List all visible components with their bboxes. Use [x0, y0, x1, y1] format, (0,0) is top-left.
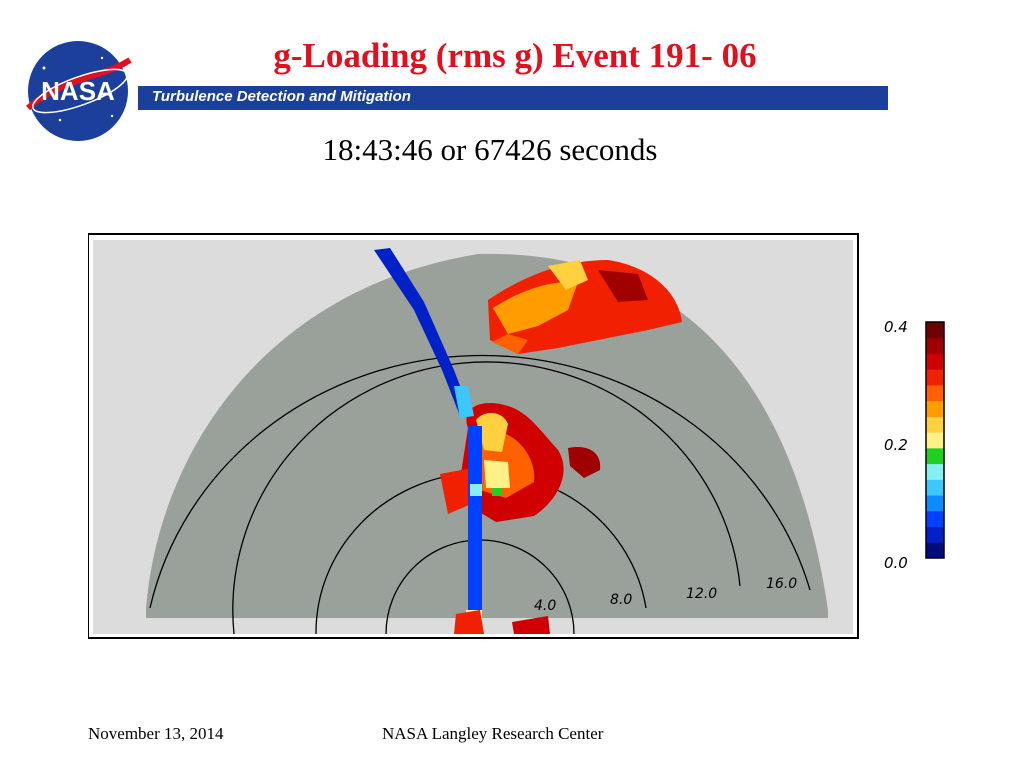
footer-date: November 13, 2014: [88, 724, 224, 743]
svg-text:NASA: NASA: [41, 76, 115, 106]
colorbar-border: [925, 321, 945, 559]
colorbar-tick-bottom: 0.0: [884, 554, 908, 568]
colorbar-legend: 0.4 0.2 0.0: [884, 318, 945, 568]
banner-label: Turbulence Detection and Mitigation: [152, 88, 411, 105]
program-banner: Turbulence Detection and Mitigation: [138, 86, 888, 110]
range-label-12: 12.0: [686, 586, 717, 602]
colorbar-swatch: [926, 369, 944, 386]
range-ring-16: [149, 354, 811, 609]
page-title: g-Loading (rms g) Event 191- 06: [273, 36, 757, 75]
colorbar-tick-top: 0.4: [884, 318, 908, 336]
colorbar-swatch: [926, 416, 944, 433]
colorbar-swatch: [926, 447, 944, 465]
footer-organization: NASA Langley Research Center: [382, 724, 604, 743]
colorbar-tick-mid: 0.2: [884, 436, 908, 454]
colorbar-swatch: [926, 432, 944, 449]
nasa-logo: NASA: [26, 41, 132, 141]
colorbar-swatch: [926, 479, 944, 496]
colorbar-swatch: [926, 353, 944, 370]
colorbar-swatch: [926, 322, 944, 339]
colorbar-swatch: [926, 542, 944, 559]
colorbar-swatch: [926, 526, 944, 543]
radar-plot: 4.0 8.0 12.0 16.0: [88, 233, 859, 639]
range-label-8: 8.0: [610, 592, 632, 608]
colorbar-swatch: [926, 495, 944, 512]
colorbar-swatch: [926, 510, 944, 528]
range-ring-12: [232, 361, 741, 635]
colorbar-swatch: [926, 400, 944, 417]
colorbar-swatch: [926, 463, 944, 480]
turbulence-cell-upper: [488, 260, 682, 354]
turbulence-cell-bottom-left: [454, 610, 484, 634]
range-label-16: 16.0: [766, 576, 797, 592]
colorbar-swatch: [926, 337, 944, 354]
turbulence-cell-center: [440, 402, 601, 522]
turbulence-cell-bottom-right: [512, 616, 550, 634]
range-label-4: 4.0: [534, 598, 556, 614]
time-subtitle: 18:43:46 or 67426 seconds: [322, 132, 658, 167]
colorbar-scale: [926, 322, 944, 559]
colorbar-swatch: [926, 384, 944, 402]
